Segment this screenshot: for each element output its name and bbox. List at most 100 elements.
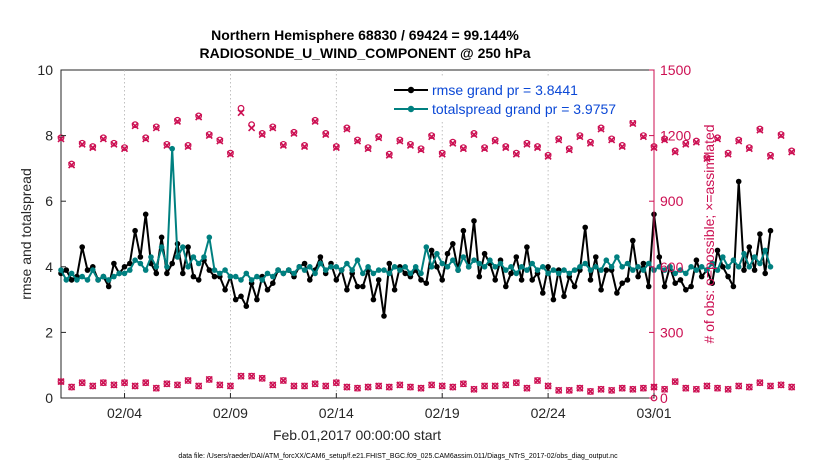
- obs-assimilated-marker: [629, 120, 637, 128]
- obs-assimilated-marker: [396, 137, 404, 145]
- obs-assimilated-marker: [523, 384, 531, 392]
- obs-assimilated-marker: [385, 383, 393, 391]
- y-right-tick-label: 300: [660, 324, 684, 340]
- obs-assimilated-marker: [756, 126, 764, 134]
- obs-assimilated-marker: [322, 382, 330, 390]
- obs-assimilated-marker: [481, 145, 489, 153]
- obs-assimilated-marker: [777, 132, 785, 140]
- totalspread-point: [312, 270, 318, 277]
- left-axis: 0 2 4 6 8 10: [37, 62, 66, 406]
- rmse-point: [375, 277, 382, 283]
- rmse-point: [190, 273, 197, 280]
- totalspread-point: [550, 267, 557, 273]
- obs-possible-marker: [57, 134, 65, 142]
- totalspread-point: [95, 277, 101, 283]
- obs-assimilated-marker: [661, 136, 669, 144]
- totalspread-point: [714, 267, 721, 273]
- obs-possible-marker: [68, 383, 75, 391]
- rmse-point: [307, 277, 313, 283]
- obs-assimilated-marker: [195, 382, 203, 390]
- obs-possible-marker: [777, 381, 785, 389]
- obs-possible-marker: [279, 377, 287, 384]
- obs-assimilated-marker: [788, 383, 796, 391]
- totalspread-point: [100, 273, 107, 280]
- obs-possible-marker: [671, 378, 679, 386]
- obs-possible-marker: [311, 380, 319, 388]
- obs-possible-marker: [78, 379, 86, 387]
- rmse-point: [423, 280, 430, 287]
- obs-assimilated-marker: [152, 124, 160, 132]
- obs-assimilated-marker: [544, 382, 552, 390]
- obs-assimilated-marker: [248, 372, 256, 380]
- rmse-point: [619, 280, 625, 287]
- totalspread-point: [254, 273, 260, 280]
- totalspread-point: [450, 257, 456, 264]
- obs-possible-marker: [301, 142, 308, 149]
- totalspread-point: [301, 267, 308, 273]
- rmse-point: [757, 231, 763, 237]
- obs-possible-marker: [195, 382, 203, 390]
- obs-assimilated-marker: [639, 384, 647, 392]
- totalspread-point: [195, 260, 202, 267]
- rmse-point: [624, 277, 631, 283]
- obs-possible-marker: [142, 379, 150, 387]
- obs-count-markers: [57, 104, 796, 402]
- obs-assimilated-marker: [385, 151, 393, 159]
- obs-assimilated-marker: [692, 138, 700, 146]
- rmse-point: [683, 287, 689, 293]
- y-left-tick-label: 2: [45, 324, 53, 340]
- totalspread-point: [148, 254, 154, 260]
- rmse-point: [767, 227, 774, 234]
- rmse-point: [688, 283, 694, 290]
- rmse-point: [153, 270, 160, 277]
- obs-possible-marker: [184, 142, 192, 149]
- rmse-point: [132, 227, 138, 234]
- totalspread-point: [503, 267, 509, 273]
- legend-marker-rmse: [407, 86, 415, 94]
- obs-possible-marker: [163, 380, 171, 388]
- obs-assimilated-marker: [428, 381, 436, 389]
- obs-possible-marker: [756, 379, 764, 387]
- rmse-point: [582, 224, 588, 231]
- obs-possible-marker: [777, 131, 785, 138]
- rmse-point: [169, 260, 175, 267]
- totalspread-point: [153, 264, 160, 270]
- obs-possible-marker: [216, 136, 224, 144]
- obs-assimilated-marker: [512, 379, 520, 387]
- rmse-point: [614, 290, 620, 296]
- chart-title-line-1: Northern Hemisphere 68830 / 69424 = 99.1…: [211, 27, 519, 43]
- totalspread-point: [709, 260, 715, 267]
- obs-assimilated-marker: [258, 130, 266, 139]
- totalspread-point: [746, 264, 753, 270]
- rmse-point: [540, 290, 546, 296]
- totalspread-point: [428, 264, 435, 270]
- rmse-point: [550, 296, 557, 303]
- rmse-point: [645, 283, 652, 290]
- obs-possible-marker: [354, 384, 361, 392]
- rmse-point: [635, 273, 641, 280]
- obs-possible-marker: [385, 383, 393, 391]
- totalspread-point: [598, 267, 604, 273]
- obs-possible-marker: [555, 386, 563, 394]
- obs-assimilated-marker: [565, 386, 573, 394]
- totalspread-point: [730, 257, 737, 264]
- obs-assimilated-marker: [131, 382, 139, 390]
- totalspread-point: [767, 264, 774, 270]
- obs-possible-marker: [375, 133, 383, 141]
- obs-assimilated-marker: [237, 372, 245, 380]
- y-axis-label-right: # of obs: o=possible; ×=assimilated: [701, 124, 717, 343]
- totalspread-point: [481, 264, 488, 270]
- obs-possible-marker: [502, 381, 510, 389]
- obs-possible-marker: [78, 139, 86, 147]
- obs-possible-marker: [661, 385, 668, 393]
- rmse-point: [270, 280, 276, 287]
- rmse-point: [492, 277, 499, 283]
- rmse-point: [656, 254, 663, 260]
- x-axis-label: Feb.01,2017 00:00:00 start: [273, 427, 441, 443]
- totalspread-point: [158, 244, 165, 250]
- rmse-point: [735, 178, 742, 185]
- y-axis-label-left: rmse and totalspread: [18, 168, 34, 300]
- obs-possible-marker: [110, 381, 118, 389]
- obs-possible-marker: [682, 139, 690, 147]
- obs-possible-marker: [640, 384, 647, 392]
